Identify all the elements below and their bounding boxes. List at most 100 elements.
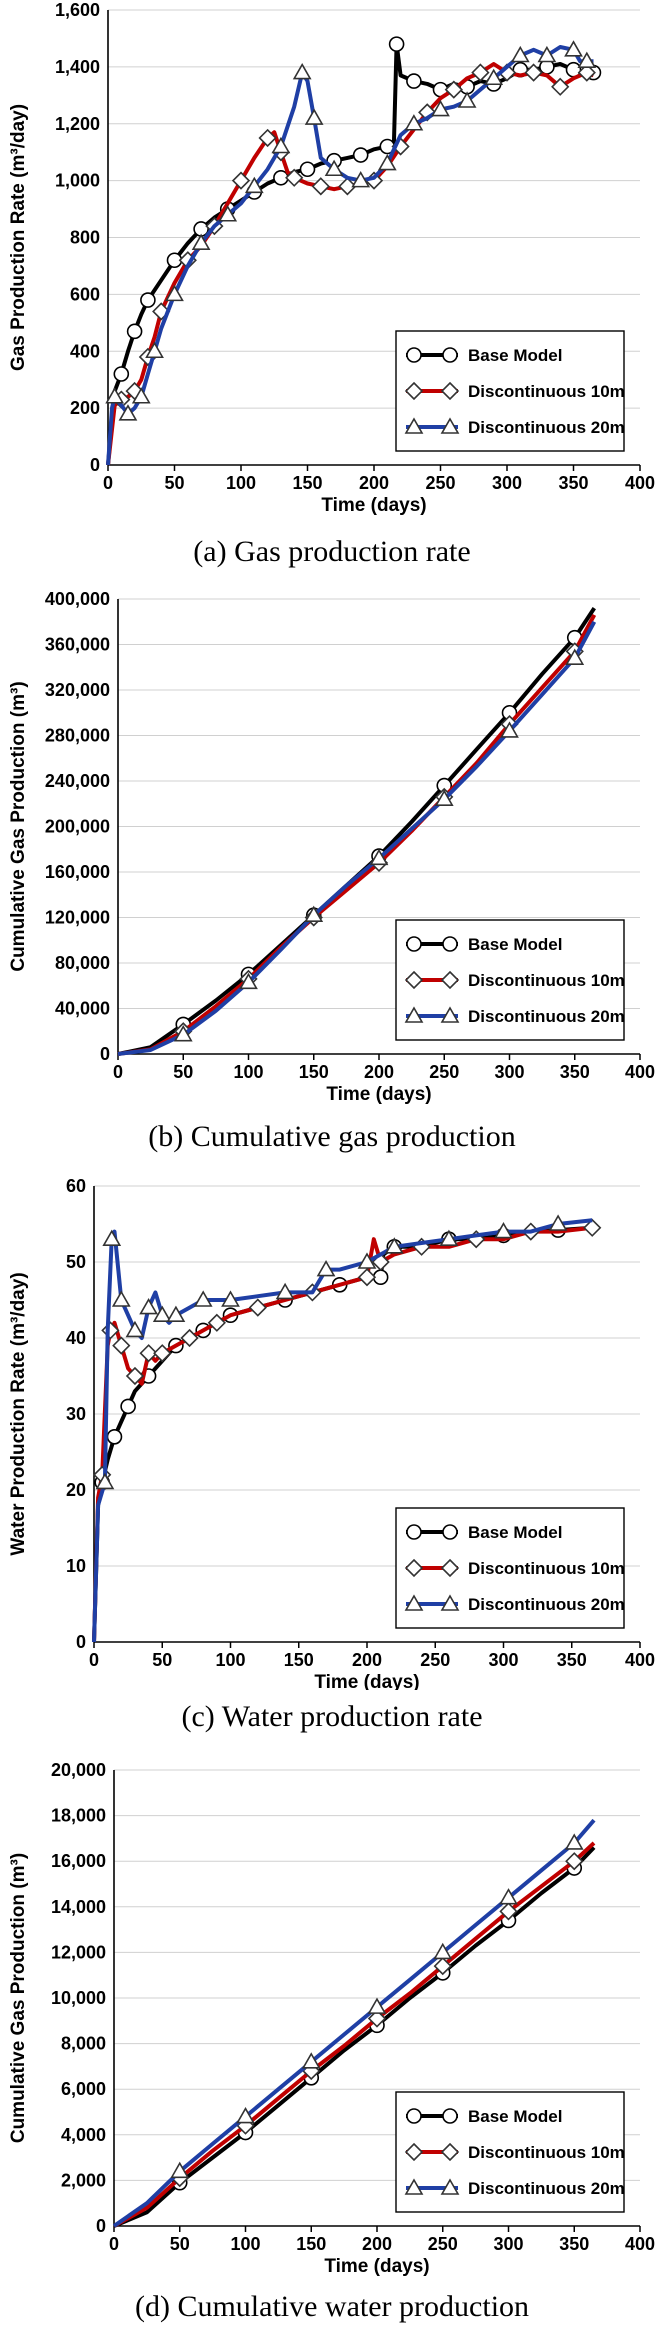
legend-marker	[406, 347, 422, 363]
legend-marker	[406, 1524, 422, 1540]
data-point-marker	[338, 177, 357, 196]
x-tick-label: 0	[103, 473, 113, 493]
data-point-marker	[271, 136, 291, 154]
x-tick-label: 50	[173, 1062, 193, 1082]
chart-caption-c: (c) Water production rate	[181, 1700, 483, 1733]
y-tick-label: 0	[76, 1632, 86, 1652]
data-point-marker	[145, 341, 164, 359]
legend-label: Discontinuous 10m	[468, 382, 625, 401]
data-point-marker	[193, 1290, 213, 1307]
x-axis-title: Time (days)	[324, 2256, 429, 2277]
x-tick-label: 300	[488, 1650, 518, 1670]
data-point-marker	[583, 1218, 602, 1237]
series-group	[117, 620, 597, 1056]
legend-label: Discontinuous 10m	[468, 971, 625, 990]
y-tick-label: 1,600	[55, 0, 100, 20]
data-point-marker	[357, 1268, 377, 1287]
x-axis-title: Time (days)	[314, 1672, 419, 1690]
data-point-marker	[106, 1428, 123, 1445]
y-tick-label: 60	[66, 1176, 86, 1196]
legend-marker	[442, 2108, 458, 2124]
data-point-marker	[95, 1472, 115, 1490]
data-point-marker	[352, 147, 369, 163]
data-point-marker	[577, 63, 596, 82]
data-point-marker	[369, 848, 389, 866]
data-point-marker	[299, 161, 316, 178]
y-tick-label: 10	[66, 1556, 86, 1576]
y-axis-title: Cumulative Gas Production (m³)	[8, 1853, 29, 2143]
chart-panel-a: 0 200 400 600 800 1,000 1,200 1,400 1,600 0 50 100 1…	[0, 0, 664, 520]
data-point-marker	[434, 789, 454, 806]
x-tick-label: 200	[364, 1062, 394, 1082]
data-point-marker	[499, 1902, 518, 1921]
x-tick-label: 350	[558, 473, 588, 493]
legend-marker	[404, 1594, 424, 1611]
data-point-marker	[231, 171, 251, 190]
legend-marker	[442, 1524, 458, 1540]
legend-marker	[404, 1006, 424, 1023]
y-tick-label: 320,000	[45, 680, 110, 700]
x-tick-label: 300	[494, 1062, 524, 1082]
chart-panel-c: 0 10 20 30 40 50 60 0 50 100 150 200 250 300 350 400 Tim…	[0, 1170, 664, 1690]
legend-marker	[440, 1006, 460, 1023]
data-point-marker	[113, 366, 130, 382]
x-tick-label: 50	[152, 1650, 172, 1670]
data-point-marker	[140, 292, 156, 308]
data-point-marker	[484, 68, 504, 86]
series-line	[92, 1218, 593, 1643]
x-tick-label: 150	[292, 473, 322, 493]
data-point-marker	[139, 1344, 158, 1363]
data-point-marker	[111, 1290, 131, 1307]
data-point-marker	[125, 1366, 145, 1386]
series-line	[117, 620, 597, 1056]
data-point-marker	[431, 99, 450, 117]
legend-marker	[442, 347, 458, 363]
y-tick-label: 0	[100, 1044, 110, 1064]
legend-marker	[406, 2108, 422, 2124]
y-tick-label: 30	[66, 1404, 86, 1424]
y-axis-title: Water Production Rate (m³/day)	[8, 1272, 29, 1555]
legend-label: Discontinuous 20m	[468, 418, 625, 437]
data-point-marker	[564, 40, 583, 57]
data-point-marker	[537, 45, 557, 63]
y-tick-label: 40,000	[55, 999, 110, 1019]
y-tick-label: 400	[70, 341, 100, 361]
x-tick-label: 250	[429, 1062, 459, 1082]
data-point-marker	[388, 36, 405, 52]
data-point-marker	[457, 91, 477, 108]
x-tick-label: 300	[493, 2234, 523, 2254]
x-tick-label: 200	[359, 473, 389, 493]
data-point-marker	[551, 77, 570, 96]
x-axis-title: Time (days)	[321, 495, 426, 516]
data-point-marker	[236, 2106, 255, 2124]
data-point-marker	[499, 1888, 518, 1905]
legend-marker	[440, 1594, 460, 1611]
y-tick-label: 1,400	[55, 57, 100, 77]
x-tick-label: 150	[296, 2234, 326, 2254]
x-tick-label: 150	[284, 1650, 314, 1670]
chart-d: 0 2,000 4,000 6,000 8,000 10,000 12,000 14,000 1…	[8, 1760, 655, 2277]
data-point-marker	[510, 45, 530, 63]
legend-marker	[440, 417, 460, 434]
chart-panel-b: 0 40,000 80,000 120,000 160,000 200,000 240,00…	[0, 585, 664, 1115]
legend-label: Discontinuous 20m	[468, 2179, 625, 2198]
y-tick-label: 600	[70, 284, 100, 304]
legend-label: Discontinuous 10m	[468, 1559, 625, 1578]
x-tick-label: 0	[109, 2234, 119, 2254]
data-point-marker	[311, 177, 330, 196]
x-tick-label: 350	[560, 1062, 590, 1082]
legend-marker	[404, 2142, 424, 2162]
legend-marker	[440, 1558, 460, 1578]
y-tick-label: 40	[66, 1328, 86, 1348]
chart-caption-d: (d) Cumulative water production	[134, 2290, 530, 2323]
data-point-marker	[153, 1344, 172, 1363]
y-tick-label: 10,000	[51, 1988, 106, 2008]
y-tick-label: 80,000	[55, 953, 110, 973]
x-tick-label: 250	[420, 1650, 450, 1670]
x-tick-label: 100	[230, 2234, 260, 2254]
data-point-marker	[577, 51, 597, 68]
data-point-marker	[180, 1328, 199, 1348]
data-point-marker	[102, 1229, 122, 1246]
legend-marker	[404, 1558, 424, 1578]
x-axis-title: Time (days)	[326, 1084, 431, 1105]
